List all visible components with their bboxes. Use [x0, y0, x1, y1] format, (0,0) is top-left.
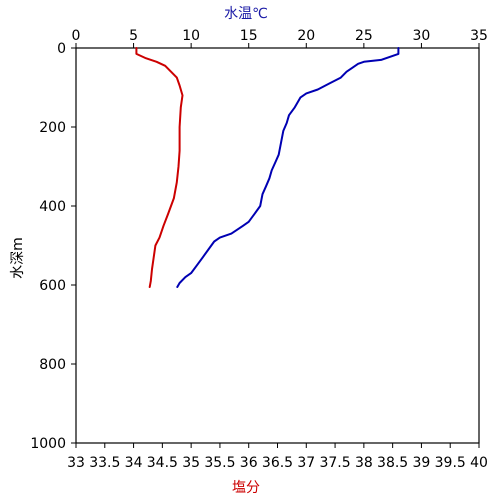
bottom-axis-title: 塩分	[232, 480, 260, 496]
bottom-tick-label: 34.5	[147, 455, 178, 471]
bottom-tick-label: 37.5	[319, 455, 350, 471]
bottom-tick-label: 38	[355, 455, 373, 471]
left-axis-title: 水深m	[10, 237, 26, 279]
series-layer	[135, 47, 400, 288]
bottom-tick-label: 35	[182, 455, 200, 471]
left-tick-label: 400	[39, 199, 66, 215]
top-tick-label: 5	[129, 28, 138, 44]
bottom-tick-label: 39	[413, 455, 431, 471]
bottom-tick-label: 37	[297, 455, 315, 471]
left-axis-ticks: 0 200 400 600 800 1000	[30, 41, 76, 452]
bottom-tick-label: 36	[240, 455, 258, 471]
left-tick-label: 0	[57, 41, 66, 57]
top-axis-title: 水温℃	[224, 6, 268, 22]
salinity-profile-line	[135, 47, 184, 288]
bottom-tick-label: 40	[470, 455, 488, 471]
plot-frame	[75, 47, 480, 444]
left-tick-label: 1000	[30, 436, 66, 452]
top-tick-label: 15	[240, 28, 258, 44]
top-tick-label: 30	[413, 28, 431, 44]
top-tick-label: 35	[470, 28, 488, 44]
left-tick-label: 800	[39, 357, 66, 373]
bottom-tick-label: 38.5	[377, 455, 408, 471]
bottom-tick-label: 39.5	[435, 455, 466, 471]
bottom-tick-label: 34	[125, 455, 143, 471]
top-tick-label: 0	[72, 28, 81, 44]
bottom-tick-label: 33.5	[89, 455, 120, 471]
temperature-profile-line	[176, 47, 400, 288]
top-tick-label: 20	[297, 28, 315, 44]
bottom-tick-label: 36.5	[262, 455, 293, 471]
top-tick-label: 10	[182, 28, 200, 44]
bottom-tick-label: 35.5	[204, 455, 235, 471]
left-tick-label: 600	[39, 278, 66, 294]
top-tick-label: 25	[355, 28, 373, 44]
bottom-axis-ticks: 33 33.5 34 34.5 35 35.5 36 36.5 37 37.5 38 38.5 39 39…	[67, 443, 488, 471]
bottom-tick-label: 33	[67, 455, 85, 471]
left-tick-label: 200	[39, 120, 66, 136]
top-axis-ticks: 0 5 10 15 20 25 30 35	[72, 28, 488, 48]
